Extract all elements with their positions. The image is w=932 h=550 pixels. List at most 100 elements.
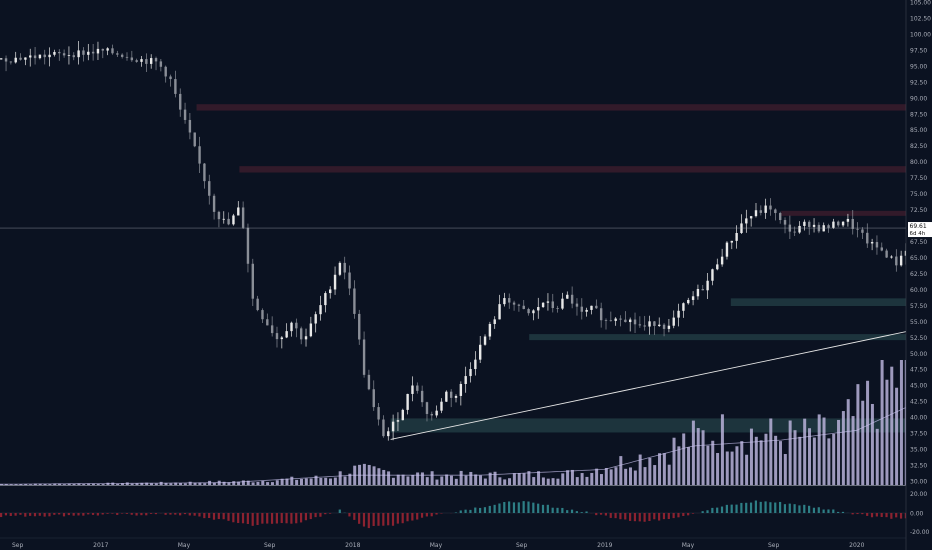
oscillator-bar [599,513,603,515]
volume-bar [101,484,105,485]
oscillator-bar [667,513,670,520]
candle-body [527,309,530,314]
trendline [390,325,932,440]
oscillator-bar [837,511,840,513]
candle-body [522,305,525,310]
volume-bar [793,430,797,485]
oscillator-bar [280,513,283,524]
volume-bar [87,483,91,485]
candle-body [343,262,346,273]
volume-bar [14,484,18,485]
candle-body [261,310,264,320]
candle-body [140,59,143,62]
candle-body [745,218,748,224]
oscillator-bar [503,502,506,513]
volume-bar [454,478,458,485]
oscillator-bar [266,513,269,524]
volume-bar [295,479,299,485]
oscillator-bar [662,513,666,520]
candle-body [14,57,17,63]
volume-bar [183,483,187,485]
candle-body [895,256,898,266]
oscillator-bar [256,513,259,525]
candle-body [735,232,738,241]
volume-bar [464,475,468,485]
volume-bar [43,483,47,485]
y-tick-label: 92.50 [910,79,927,86]
candle-body [67,55,71,57]
candle-body [599,308,603,321]
y-tick-label: 37.50 [910,431,927,438]
oscillator-bar [145,513,148,516]
candle-body [125,56,129,58]
volume-bar [483,478,487,485]
oscillator-bar [628,513,632,521]
candle-body [890,256,893,258]
oscillator-bar [658,513,661,521]
candle-body [546,301,550,303]
candle-body [793,231,796,233]
volume-bar [198,482,202,485]
volume-bar [266,482,270,485]
candle-body [299,328,303,340]
oscillator-bar [193,513,196,516]
y-tick-label: 62.50 [910,271,927,278]
candle-body [716,264,719,270]
oscillator-bar [19,513,22,515]
candle-body [145,59,148,64]
candle-body [870,242,874,244]
volume-bar [203,483,207,485]
candle-body [275,333,279,340]
candle-body [33,55,37,59]
candle-body [754,210,758,217]
candle-body [812,224,816,227]
oscillator-bar [638,513,641,522]
volume-bar [469,471,473,485]
candle-body [701,289,704,291]
volume-bar [827,438,831,485]
oscillator-bar [454,512,458,513]
y-tick-label: 67.50 [910,239,927,246]
candle-body [353,288,356,314]
oscillator-bar [677,513,680,518]
candle-body [362,339,366,375]
volume-bar [401,474,405,485]
volume-bar [343,476,347,485]
oscillator-bar [778,501,782,513]
volume-bar [29,484,33,485]
volume-bar [188,481,192,485]
volume-bar [769,418,773,485]
volume-bar [449,475,453,485]
oscillator-bar [551,507,554,513]
resistance-zone [196,104,932,111]
volume-bar [241,480,245,485]
candle-body [270,325,274,334]
candle-body [464,376,467,384]
volume-bar [314,475,318,485]
oscillator-bar [856,513,859,515]
oscillator-bar [387,513,390,526]
oscillator-bar [488,505,491,513]
volume-bar [667,464,671,485]
oscillator-bar [154,513,158,515]
oscillator-bar [58,513,61,515]
candle-body [749,216,753,219]
volume-bar [812,437,816,485]
volume-bar [179,482,183,485]
oscillator-bar [183,513,187,515]
oscillator-bar [140,513,143,516]
candle-body [387,431,390,437]
oscillator-bar [29,513,32,516]
candle-body [208,181,211,196]
volume-bar [324,477,328,485]
volume-bar [280,478,284,485]
oscillator-bar [832,509,835,513]
y-tick-label: 40.00 [910,415,927,422]
y-tick-label: 47.50 [910,367,927,374]
y-tick-label: 30.00 [910,479,927,486]
oscillator-bar [372,513,375,527]
y-tick-label: 65.00 [910,255,927,262]
candle-body [411,385,414,394]
oscillator-bar [566,510,569,513]
